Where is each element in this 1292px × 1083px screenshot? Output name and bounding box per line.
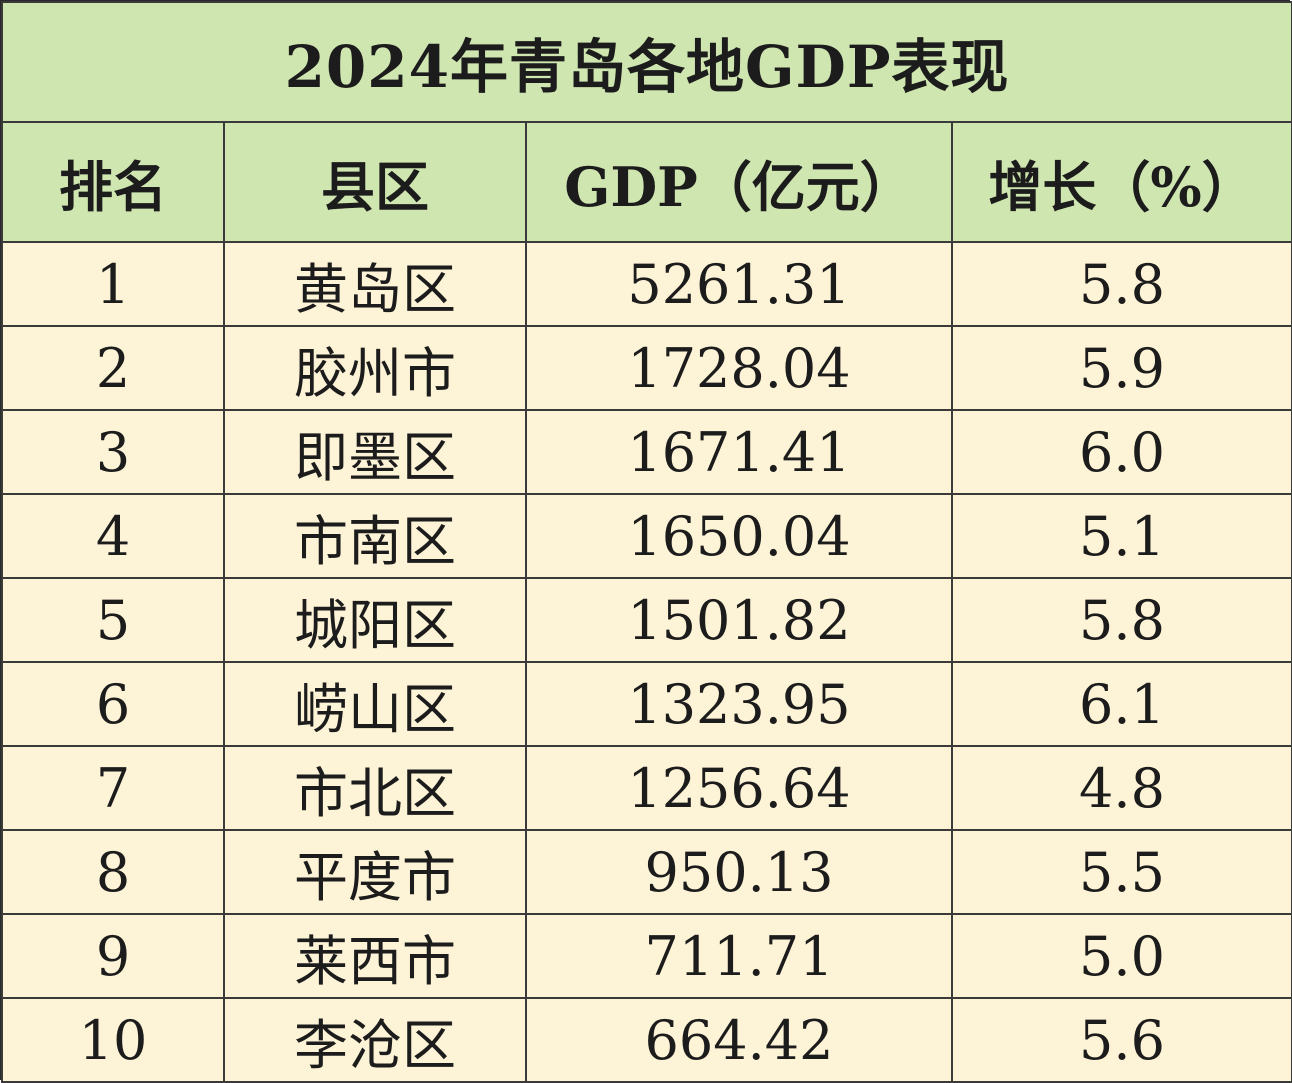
cell-rank: 1 (1, 241, 225, 327)
table-row: 9 莱西市 711.71 5.0 (1, 913, 1292, 999)
cell-district: 市北区 (223, 745, 527, 831)
cell-gdp: 664.42 (525, 997, 953, 1083)
cell-district: 莱西市 (223, 913, 527, 999)
table-row: 4 市南区 1650.04 5.1 (1, 493, 1292, 579)
table-row: 6 崂山区 1323.95 6.1 (1, 661, 1292, 747)
table-title: 2024年青岛各地GDP表现 (1, 1, 1292, 123)
table-row: 7 市北区 1256.64 4.8 (1, 745, 1292, 831)
cell-growth: 5.8 (951, 577, 1292, 663)
cell-gdp: 1728.04 (525, 325, 953, 411)
cell-gdp: 1501.82 (525, 577, 953, 663)
cell-rank: 9 (1, 913, 225, 999)
cell-district: 崂山区 (223, 661, 527, 747)
cell-gdp: 1323.95 (525, 661, 953, 747)
header-growth: 增长（%） (951, 121, 1292, 243)
cell-gdp: 711.71 (525, 913, 953, 999)
cell-gdp: 1650.04 (525, 493, 953, 579)
cell-growth: 5.1 (951, 493, 1292, 579)
table-row: 10 李沧区 664.42 5.6 (1, 997, 1292, 1083)
cell-rank: 2 (1, 325, 225, 411)
header-district: 县区 (223, 121, 527, 243)
cell-growth: 6.1 (951, 661, 1292, 747)
cell-growth: 5.8 (951, 241, 1292, 327)
cell-district: 黄岛区 (223, 241, 527, 327)
cell-growth: 5.5 (951, 829, 1292, 915)
cell-district: 平度市 (223, 829, 527, 915)
table-row: 8 平度市 950.13 5.5 (1, 829, 1292, 915)
cell-gdp: 5261.31 (525, 241, 953, 327)
cell-gdp: 1671.41 (525, 409, 953, 495)
cell-district: 城阳区 (223, 577, 527, 663)
header-rank: 排名 (1, 121, 225, 243)
table-header-row: 排名 县区 GDP（亿元） 增长（%） (1, 121, 1292, 243)
header-gdp: GDP（亿元） (525, 121, 953, 243)
cell-district: 胶州市 (223, 325, 527, 411)
cell-rank: 6 (1, 661, 225, 747)
cell-rank: 7 (1, 745, 225, 831)
table-title-row: 2024年青岛各地GDP表现 (1, 1, 1292, 123)
cell-rank: 10 (1, 997, 225, 1083)
cell-gdp: 1256.64 (525, 745, 953, 831)
cell-rank: 3 (1, 409, 225, 495)
cell-district: 市南区 (223, 493, 527, 579)
cell-rank: 5 (1, 577, 225, 663)
cell-growth: 6.0 (951, 409, 1292, 495)
table-row: 2 胶州市 1728.04 5.9 (1, 325, 1292, 411)
table-row: 5 城阳区 1501.82 5.8 (1, 577, 1292, 663)
cell-growth: 5.6 (951, 997, 1292, 1083)
cell-rank: 4 (1, 493, 225, 579)
cell-gdp: 950.13 (525, 829, 953, 915)
cell-growth: 5.9 (951, 325, 1292, 411)
cell-district: 李沧区 (223, 997, 527, 1083)
cell-growth: 5.0 (951, 913, 1292, 999)
cell-rank: 8 (1, 829, 225, 915)
cell-growth: 4.8 (951, 745, 1292, 831)
table-row: 1 黄岛区 5261.31 5.8 (1, 241, 1292, 327)
cell-district: 即墨区 (223, 409, 527, 495)
table-row: 3 即墨区 1671.41 6.0 (1, 409, 1292, 495)
